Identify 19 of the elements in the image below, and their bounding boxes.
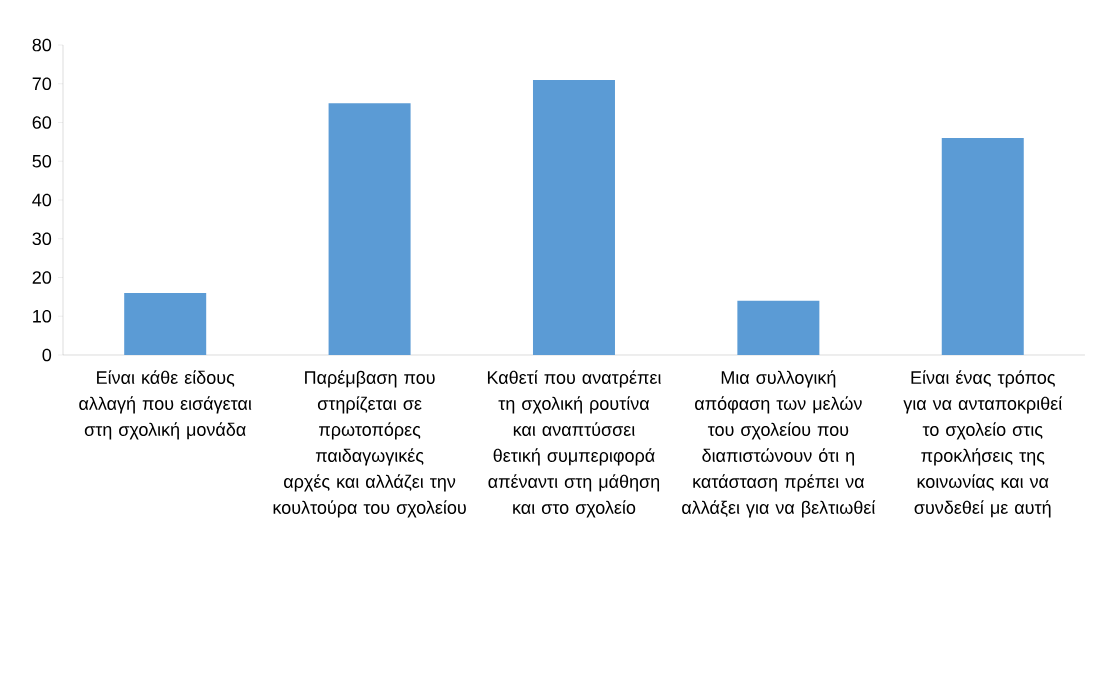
- x-tick-label: Είναι ένας τρόπος για να ανταποκριθεί το σχολείο στις προκλήσεις της κοινωνίας και να συνδεθεί με αυτή: [903, 370, 1063, 518]
- y-tick-label: 40: [32, 193, 52, 207]
- x-tick-label: Καθετί που ανατρέπει τη σχολική ρουτίνα και αναπτύσσει θετική συμπεριφορά απέναντι στη μάθηση και στο σχολείο: [487, 370, 661, 518]
- bar: [532, 79, 615, 355]
- bar: [328, 103, 411, 355]
- y-tick-label: 10: [33, 309, 52, 323]
- x-tick-label: Είναι κάθε είδους αλλαγή που εισάγεται στη σχολική μονάδα: [79, 370, 252, 440]
- y-tick-label: 80: [32, 38, 52, 52]
- bar: [737, 300, 820, 355]
- y-tick-label: 50: [32, 154, 52, 168]
- y-tick-label: 70: [32, 77, 52, 91]
- y-tick-label: 60: [32, 116, 52, 129]
- bar: [124, 293, 207, 355]
- x-tick-label: Μια συλλογική απόφαση των μελών του σχολείου που διαπιστώνουν ότι η κατάσταση πρέπει να αλλάξει για να βελτιωθεί: [682, 370, 876, 518]
- y-tick-label: 20: [32, 271, 52, 284]
- bar: [941, 138, 1024, 355]
- x-tick-label: Παρέμβαση που στηρίζεται σε πρωτοπόρες παιδαγωγικές αρχές και αλλάζει την κουλτούρα του σχολείου: [273, 370, 466, 518]
- y-tick-label: 30: [32, 232, 52, 246]
- y-tick-label: 0: [42, 348, 52, 362]
